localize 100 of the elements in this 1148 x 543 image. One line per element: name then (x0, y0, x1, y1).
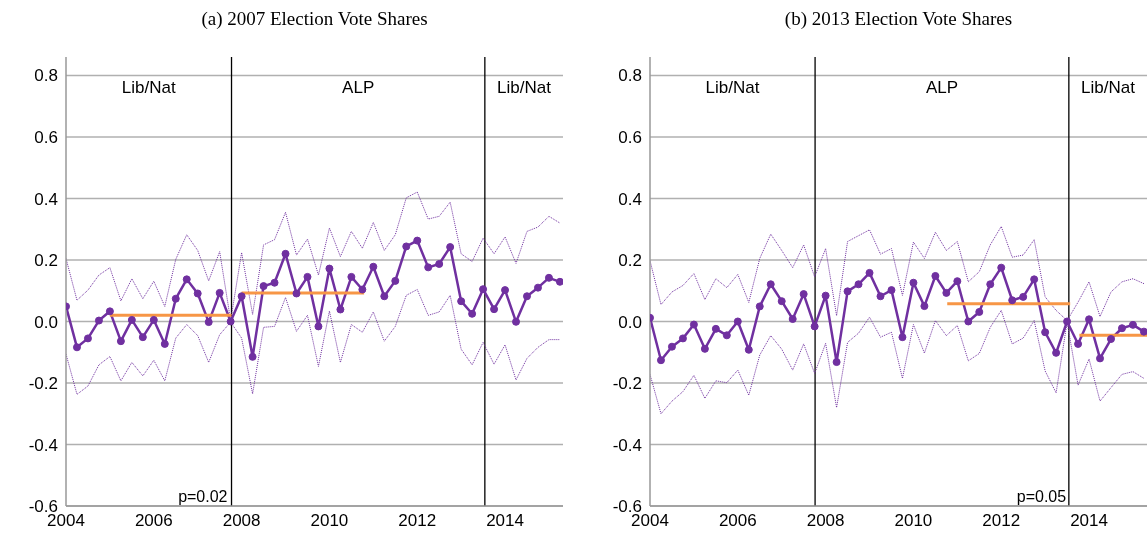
x-tick-label: 2006 (718, 511, 757, 531)
point (788, 315, 797, 324)
point (501, 286, 510, 295)
point (964, 317, 973, 326)
point (1030, 275, 1039, 284)
point (248, 352, 257, 361)
line-series (66, 289, 561, 395)
point (887, 286, 896, 295)
y-tick-label: 0.4 (618, 189, 642, 209)
annotation: Lib/Nat (121, 78, 176, 98)
point (711, 324, 720, 333)
point (700, 344, 709, 353)
point (226, 317, 235, 326)
point (865, 268, 874, 277)
point (237, 292, 246, 301)
y-tick-label: -0.4 (612, 435, 642, 455)
point (303, 272, 312, 281)
point (821, 291, 830, 300)
point (1107, 335, 1115, 344)
point (325, 264, 334, 273)
y-tick-label: 0.4 (34, 189, 58, 209)
point (1008, 296, 1017, 305)
y-tick-label: 0.8 (618, 66, 642, 86)
point (1063, 317, 1072, 326)
point (986, 280, 995, 289)
point (909, 278, 918, 287)
point (424, 263, 433, 272)
x-tick-label: 2014 (486, 511, 524, 531)
point (413, 236, 422, 245)
point (72, 343, 81, 352)
point (215, 288, 224, 297)
point (1052, 348, 1061, 357)
x-tick-label: 2010 (894, 511, 933, 531)
x-tick-label: 2012 (982, 511, 1021, 531)
point (281, 249, 290, 258)
point (127, 315, 136, 324)
point (182, 275, 191, 284)
annotation: Lib/Nat (1080, 78, 1136, 98)
point (446, 243, 455, 252)
point (689, 320, 698, 329)
point (193, 289, 202, 298)
y-tick-label: 0.8 (34, 66, 58, 86)
point (810, 322, 819, 331)
y-tick-label: -0.2 (28, 374, 58, 394)
point (1085, 315, 1094, 324)
point (369, 262, 378, 271)
point (1139, 327, 1147, 336)
point (1041, 328, 1050, 337)
point (402, 242, 411, 251)
point (391, 276, 400, 285)
point (876, 292, 885, 301)
annotation: ALP (342, 78, 375, 98)
point (667, 342, 676, 351)
point (931, 271, 940, 280)
y-tick-label: 0.2 (34, 251, 58, 271)
point (832, 358, 841, 367)
point (171, 294, 180, 303)
annotation: ALP (925, 78, 959, 98)
point (733, 317, 742, 326)
annotation: Lib/Nat (496, 78, 552, 98)
point (898, 333, 907, 342)
chart-title: (b) 2013 Election Vote Shares (783, 8, 1014, 30)
point (259, 282, 268, 291)
point (799, 290, 808, 299)
point (744, 345, 753, 354)
point (490, 305, 499, 314)
point (270, 278, 279, 287)
point (94, 316, 103, 325)
point (380, 292, 389, 301)
x-tick-label: 2014 (1070, 511, 1108, 531)
point (997, 263, 1006, 272)
point (1074, 339, 1083, 348)
point (766, 280, 775, 289)
point (292, 289, 301, 298)
y-tick-label: 0.6 (618, 127, 642, 147)
chart-title: (a) 2007 Election Vote Shares (200, 8, 429, 30)
point (512, 317, 521, 326)
point (523, 292, 531, 301)
point (468, 309, 477, 318)
y-tick-label: -0.2 (612, 374, 642, 394)
point (105, 307, 114, 316)
y-tick-label: 0.6 (34, 127, 58, 147)
point (347, 272, 356, 281)
point (358, 285, 367, 294)
point (843, 287, 852, 296)
point (479, 285, 488, 294)
annotation: p=0.05 (1016, 488, 1067, 505)
point (777, 297, 786, 306)
point (722, 331, 731, 340)
annotation: Lib/Nat (705, 78, 760, 98)
y-tick-label: -0.4 (28, 435, 58, 455)
point (83, 334, 92, 343)
point (953, 277, 962, 286)
point (1096, 354, 1105, 363)
point (555, 277, 563, 286)
point (435, 259, 444, 268)
y-tick-label: 0.2 (618, 251, 642, 271)
x-tick-label: 2006 (134, 511, 173, 531)
annotation: p=0.02 (178, 488, 228, 505)
point (336, 305, 345, 314)
